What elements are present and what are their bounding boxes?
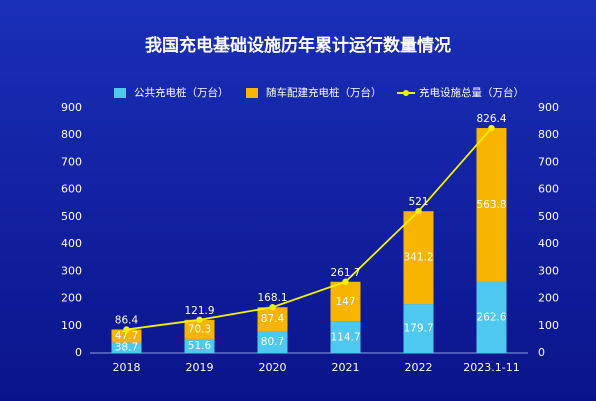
legend-label: 随车配建充电桩（万台） xyxy=(266,86,382,99)
data-label: 87.4 xyxy=(261,313,285,325)
total-label: 86.4 xyxy=(115,314,139,326)
line xyxy=(126,127,493,331)
data-label: 341.2 xyxy=(403,252,433,264)
bar xyxy=(403,304,434,353)
legend-marker xyxy=(403,90,409,96)
legend-label: 充电设施总量（万台） xyxy=(419,86,524,99)
y-tick-label: 500 xyxy=(61,210,82,223)
total-label: 121.9 xyxy=(184,305,214,317)
data-label: 80.7 xyxy=(261,336,284,348)
y2-tick-label: 900 xyxy=(538,101,559,114)
bar xyxy=(330,281,361,322)
y2-tick-label: 300 xyxy=(538,264,559,277)
y2-tick-label: 400 xyxy=(538,237,559,250)
y-tick-label: 100 xyxy=(61,319,82,332)
y-tick-label: 200 xyxy=(61,292,82,305)
x-tick-label: 2018 xyxy=(113,361,141,374)
bar xyxy=(184,338,215,353)
y2-tick-label: 500 xyxy=(538,210,559,223)
bar xyxy=(111,342,142,353)
y2-tick-label: 200 xyxy=(538,292,559,305)
data-label: 47.7 xyxy=(115,330,138,342)
line-marker xyxy=(123,326,130,333)
line-marker xyxy=(342,278,349,285)
y2-tick-label: 600 xyxy=(538,183,559,196)
bar xyxy=(403,211,434,305)
y-tick-label: 800 xyxy=(61,128,82,141)
x-tick-label: 2022 xyxy=(405,361,433,374)
bar xyxy=(257,307,288,332)
line-marker xyxy=(488,124,495,132)
y-tick-label: 400 xyxy=(61,237,82,250)
bar xyxy=(184,319,215,339)
legend-swatch xyxy=(114,88,126,98)
total-label: 261.7 xyxy=(330,267,360,279)
x-tick-label: 2023.1-11 xyxy=(463,361,519,374)
line-marker xyxy=(415,207,422,215)
x-tick-label: 2020 xyxy=(259,361,287,374)
chart-title: 我国充电基础设施历年累计运行数量情况 xyxy=(145,35,451,56)
data-label: 38.7 xyxy=(115,342,138,354)
y-tick-label: 0 xyxy=(75,346,82,359)
bar xyxy=(476,281,507,353)
y-tick-label: 700 xyxy=(61,155,82,168)
y2-tick-label: 100 xyxy=(538,319,559,332)
y-tick-label: 300 xyxy=(61,264,82,277)
y2-tick-label: 800 xyxy=(538,128,559,141)
y2-tick-label: 700 xyxy=(538,155,559,168)
bar xyxy=(330,321,361,353)
data-label: 114.7 xyxy=(330,331,360,343)
line-marker xyxy=(196,316,203,324)
data-label: 147 xyxy=(335,296,355,308)
data-label: 262.6 xyxy=(476,311,506,323)
bar xyxy=(476,128,507,282)
x-tick-label: 2019 xyxy=(186,361,214,374)
y-tick-label: 900 xyxy=(61,101,82,114)
x-tick-label: 2021 xyxy=(332,361,360,374)
total-label: 521 xyxy=(408,196,428,208)
bar xyxy=(257,331,288,353)
legend-swatch xyxy=(246,88,258,98)
y-tick-label: 600 xyxy=(61,183,82,196)
y2-tick-label: 0 xyxy=(538,346,545,359)
bar xyxy=(111,329,142,343)
total-label: 826.4 xyxy=(476,113,506,125)
legend-label: 公共充电桩（万台） xyxy=(134,86,229,99)
line-marker xyxy=(269,304,276,311)
data-label: 70.3 xyxy=(188,323,211,335)
total-label: 168.1 xyxy=(257,292,287,304)
data-label: 51.6 xyxy=(188,340,212,352)
data-label: 563.8 xyxy=(476,199,506,211)
data-label: 179.7 xyxy=(403,323,433,335)
